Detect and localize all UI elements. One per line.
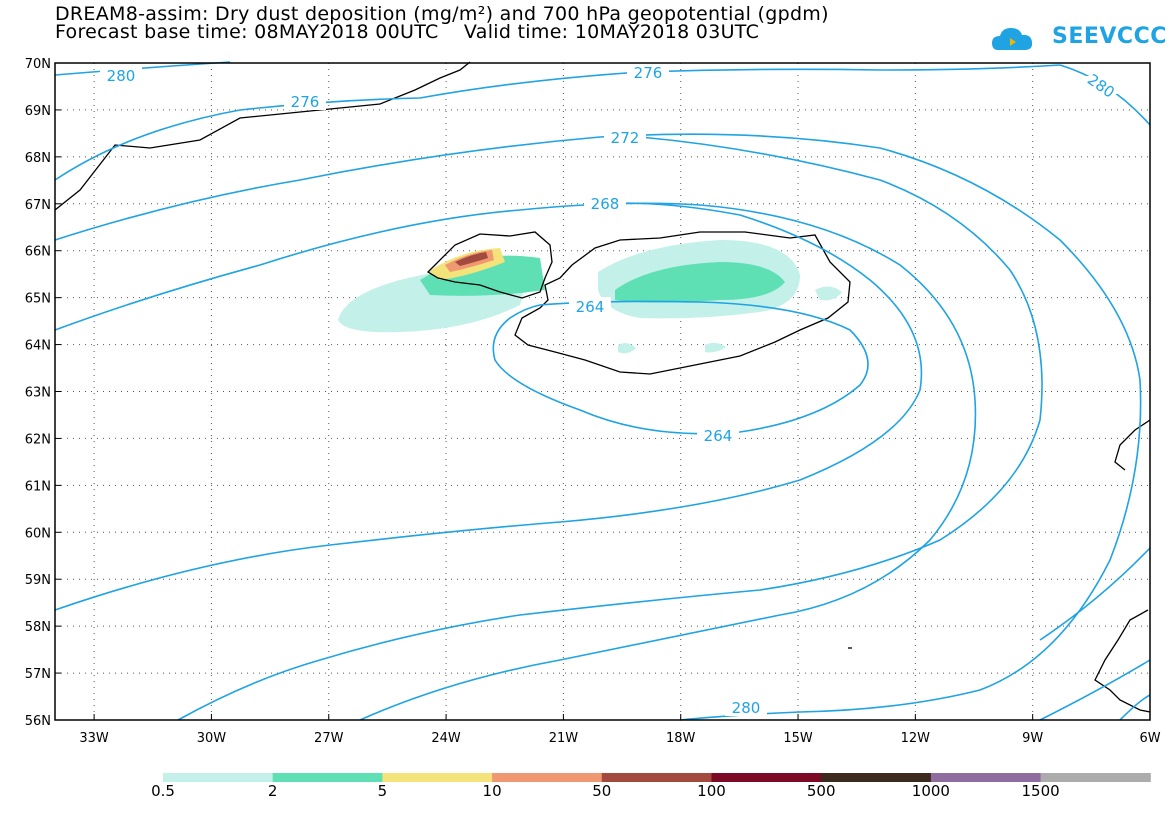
lat-tick-label: 59N <box>25 573 51 588</box>
cloud-logo-icon <box>992 28 1033 50</box>
map-subtitle: Forecast base time: 08MAY2018 00UTC Vali… <box>55 21 760 43</box>
colorbar-label: 100 <box>697 782 726 800</box>
lon-tick-label: 6W <box>1139 731 1160 746</box>
colorbar-label: 0.5 <box>151 782 175 800</box>
logo-text: SEEVCCC <box>1052 24 1167 49</box>
lon-tick-label: 27W <box>314 731 344 746</box>
contour-label: 272 <box>611 129 640 147</box>
lat-tick-label: 60N <box>25 526 51 541</box>
contour-label: 280 <box>1084 70 1118 101</box>
lon-tick-label: 24W <box>431 731 461 746</box>
lon-tick-label: 15W <box>783 731 813 746</box>
lat-tick-label: 57N <box>25 667 51 682</box>
dust-deposition-fill <box>338 240 842 354</box>
colorbar-label: 1000 <box>911 782 950 800</box>
contour-label: 264 <box>704 427 733 445</box>
colorbar-label: 2 <box>267 782 278 800</box>
lat-tick-label: 69N <box>25 104 51 119</box>
lat-tick-label: 68N <box>25 151 51 166</box>
contour-label: 280 <box>732 699 761 717</box>
lat-tick-label: 63N <box>25 386 51 401</box>
contour-label: 276 <box>634 64 663 82</box>
lat-tick-label: 66N <box>25 245 51 260</box>
lat-tick-label: 67N <box>25 198 51 213</box>
lat-tick-label: 70N <box>25 57 51 72</box>
contour-label: 268 <box>591 195 620 213</box>
lon-tick-label: 12W <box>901 731 931 746</box>
lat-tick-label: 65N <box>25 292 51 307</box>
contour-labels: 280 276 276 272 268 264 264 280 280 <box>100 63 1122 717</box>
contour-label: 280 <box>107 67 136 85</box>
colorbar-label: 10 <box>482 782 502 800</box>
lon-tick-label: 21W <box>549 731 579 746</box>
lon-tick-label: 9W <box>1022 731 1043 746</box>
colorbar-label: 5 <box>377 782 388 800</box>
geopotential-contours <box>54 61 1151 721</box>
lat-tick-label: 62N <box>25 432 51 447</box>
lat-tick-label: 61N <box>25 479 51 494</box>
coastlines <box>54 61 1151 713</box>
lon-tick-label: 30W <box>197 731 227 746</box>
graticule-grid <box>55 63 1151 720</box>
axis-ticks: 33W 30W 27W 24W 21W 18W 15W 12W 9W 6W 70N 69N 68N 67N… <box>25 57 1161 746</box>
lon-tick-label: 18W <box>666 731 696 746</box>
contour-label: 276 <box>291 93 320 111</box>
contour-label: 264 <box>576 298 605 316</box>
colorbar-label: 1500 <box>1021 782 1060 800</box>
colorbar-label: 500 <box>806 782 836 800</box>
lon-tick-label: 33W <box>79 731 109 746</box>
lat-tick-label: 58N <box>25 620 51 635</box>
lat-tick-label: 56N <box>25 714 51 729</box>
map-title: DREAM8-assim: Dry dust deposition (mg/m²… <box>55 3 829 25</box>
colorbar-label: 50 <box>592 782 612 800</box>
lat-tick-label: 64N <box>25 339 51 354</box>
